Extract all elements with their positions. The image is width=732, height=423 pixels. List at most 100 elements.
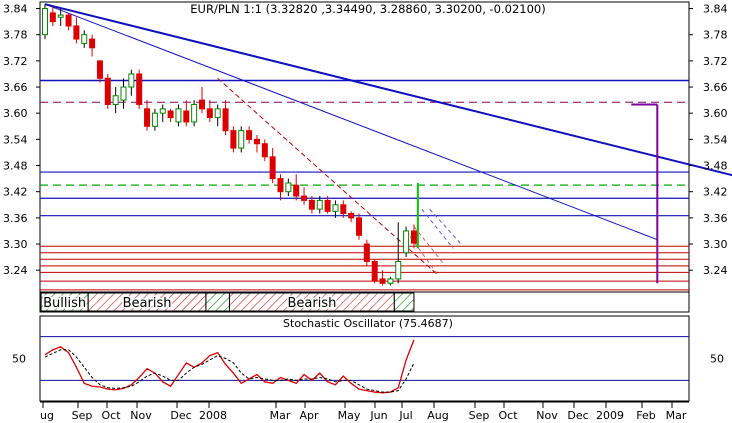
candle-body bbox=[293, 184, 300, 197]
stochastic-panel bbox=[39, 315, 690, 402]
candle-body bbox=[89, 38, 96, 49]
x-axis: ug Sep Oct Nov Dec 2008 Mar Apr May Jun Jul Aug Sep O… bbox=[40, 401, 689, 422]
y-tick-label-right: 3.78 bbox=[703, 29, 728, 42]
x-tick-label: Nov bbox=[130, 409, 152, 422]
x-tick-label: Sep bbox=[469, 409, 490, 422]
stochastic-title: Stochastic Oscillator (75.4687) bbox=[283, 317, 453, 330]
y-tick-label-left: 3.42 bbox=[3, 186, 28, 199]
candle-body bbox=[332, 204, 339, 212]
y-tick-label-right: 3.60 bbox=[703, 107, 728, 120]
y-tick-label-left: 3.60 bbox=[3, 107, 28, 120]
y-tick-label-left: 3.36 bbox=[3, 212, 28, 225]
candle-body bbox=[230, 130, 237, 149]
x-tick-label: Feb bbox=[636, 409, 655, 422]
candle-body bbox=[151, 112, 158, 127]
y-tick-label-left: 3.72 bbox=[3, 55, 28, 68]
candle-body bbox=[128, 73, 135, 88]
x-tick-label: Mar bbox=[666, 409, 687, 422]
candle-body bbox=[348, 213, 355, 219]
candle-body bbox=[175, 108, 182, 123]
x-tick-label: ug bbox=[40, 409, 54, 422]
candle-body bbox=[308, 199, 315, 210]
trend-line bbox=[44, 3, 658, 241]
candle-body bbox=[340, 204, 347, 215]
candle-body bbox=[269, 156, 276, 180]
x-tick-label: Oct bbox=[498, 409, 518, 422]
candle-body bbox=[144, 108, 151, 127]
y-tick-label-right: 3.30 bbox=[703, 238, 728, 251]
candle-body bbox=[191, 103, 198, 123]
candle-body bbox=[199, 99, 205, 110]
y-tick-label-right: 3.66 bbox=[703, 81, 728, 94]
candle-body bbox=[261, 143, 268, 158]
candle-body bbox=[49, 12, 56, 23]
candle-body bbox=[112, 95, 119, 105]
stochastic-layer: 50 50 bbox=[12, 336, 724, 394]
candle-body bbox=[324, 199, 331, 212]
trend-band-layer: Bullish Bearish Bearish bbox=[40, 292, 415, 313]
candle-body bbox=[183, 110, 190, 123]
candle-body bbox=[238, 130, 245, 149]
x-tick-label: Mar bbox=[270, 409, 291, 422]
stochastic-tick-label-right: 50 bbox=[710, 353, 724, 366]
y-tick-label-left: 3.54 bbox=[3, 133, 28, 146]
candle-body bbox=[316, 199, 323, 210]
x-tick-label: May bbox=[338, 409, 361, 422]
y-tick-label-left: 3.84 bbox=[3, 3, 28, 16]
trend-band-label: Bullish bbox=[43, 296, 86, 311]
trend-band bbox=[205, 292, 230, 312]
y-axis-left: 3.84 3.78 3.72 3.66 3.60 3.54 3.48 3.42 3.36 3.30… bbox=[3, 3, 40, 277]
stochastic-tick-label-left: 50 bbox=[12, 353, 26, 366]
y-axis-right: 3.84 3.78 3.72 3.66 3.60 3.54 3.48 3.42 3.36 3.30… bbox=[689, 3, 728, 277]
y-tick-label-right: 3.72 bbox=[703, 55, 728, 68]
price-layer bbox=[40, 3, 732, 291]
candle-body bbox=[206, 108, 213, 119]
candle-body bbox=[277, 178, 284, 193]
y-tick-label-right: 3.84 bbox=[703, 3, 728, 16]
chart-title: EUR/PLN 1:1 (3.32820 ,3.34490, 3.28860, … bbox=[190, 2, 545, 16]
projection-fork bbox=[429, 208, 462, 245]
channel-line bbox=[217, 77, 438, 275]
candle-body bbox=[104, 77, 111, 105]
candle-body bbox=[57, 14, 64, 18]
y-tick-label-right: 3.42 bbox=[703, 186, 728, 199]
y-tick-label-right: 3.48 bbox=[703, 160, 728, 173]
x-tick-label: Apr bbox=[299, 409, 319, 422]
candle-body bbox=[167, 110, 174, 119]
candle-body bbox=[253, 138, 260, 145]
y-tick-label-left: 3.30 bbox=[3, 238, 28, 251]
candle-body bbox=[222, 108, 229, 132]
candle-body bbox=[42, 8, 48, 36]
x-tick-label: Oct bbox=[101, 409, 121, 422]
candle-body bbox=[363, 243, 370, 262]
candle-body bbox=[96, 60, 103, 79]
trend-band-label: Bearish bbox=[123, 296, 172, 311]
y-tick-label-left: 3.78 bbox=[3, 29, 28, 42]
x-tick-label: Jul bbox=[398, 409, 412, 422]
candle-body bbox=[81, 34, 88, 44]
y-tick-label-right: 3.54 bbox=[703, 133, 728, 146]
x-tick-label: Jun bbox=[369, 409, 387, 422]
candle-body bbox=[301, 195, 308, 201]
candle-body bbox=[246, 130, 253, 140]
candle-body bbox=[356, 217, 362, 236]
x-tick-label: Dec bbox=[170, 409, 191, 422]
trend-line bbox=[44, 3, 732, 177]
x-tick-label: Aug bbox=[427, 409, 448, 422]
candle-body bbox=[65, 14, 72, 27]
y-tick-label-right: 3.24 bbox=[703, 264, 728, 277]
x-tick-label: 2009 bbox=[596, 409, 624, 422]
y-tick-label-left: 3.48 bbox=[3, 160, 28, 173]
trend-band-label: Bearish bbox=[287, 296, 336, 311]
candle-body bbox=[136, 73, 143, 105]
x-tick-label: 2008 bbox=[199, 409, 227, 422]
x-tick-label: Nov bbox=[536, 409, 558, 422]
candle-body bbox=[403, 230, 410, 254]
projection-fork bbox=[421, 208, 454, 249]
candle-body bbox=[73, 25, 80, 40]
candle-body bbox=[410, 230, 417, 244]
candle-body bbox=[379, 278, 386, 284]
candle-body bbox=[120, 86, 127, 101]
y-tick-label-left: 3.24 bbox=[3, 264, 28, 277]
candle-body bbox=[214, 108, 221, 119]
